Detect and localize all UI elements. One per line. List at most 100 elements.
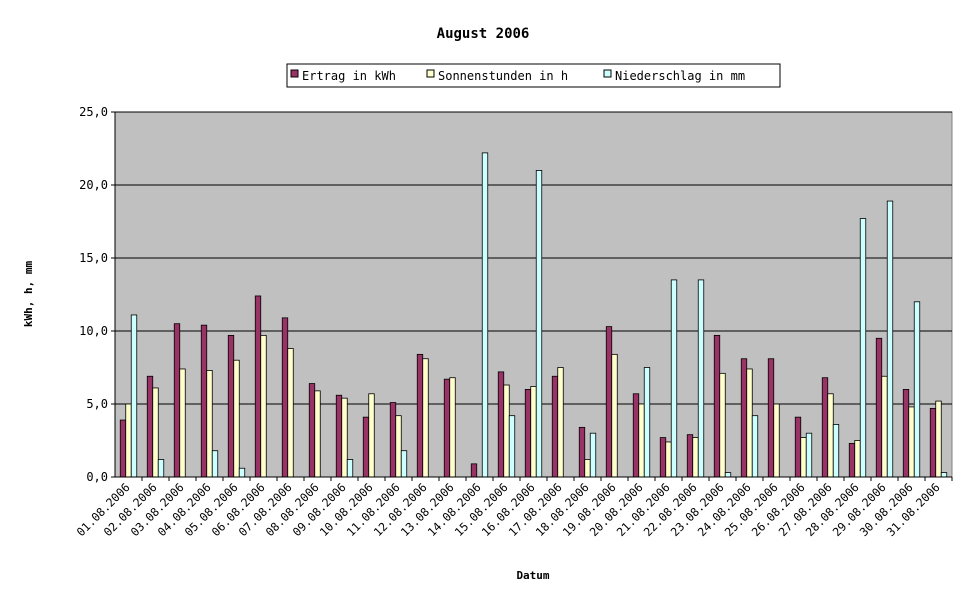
bar-ertrag (524, 388, 532, 478)
bar-sonnenstunden (530, 386, 537, 478)
bar-ertrag (146, 375, 154, 478)
bar-sonnenstunden (611, 353, 618, 478)
bar-ertrag (497, 371, 505, 478)
bar-ertrag (848, 443, 856, 478)
bar-ertrag (821, 377, 829, 478)
y-tick-label: 0,0 (86, 470, 108, 484)
bar-niederschlag (400, 450, 408, 478)
bar-sonnenstunden (503, 384, 510, 478)
legend-swatch-0 (290, 69, 299, 78)
legend-label-2: Niederschlag in mm (615, 69, 745, 83)
bar-niederschlag (535, 169, 543, 478)
bar-sonnenstunden (341, 397, 348, 478)
bar-ertrag (767, 358, 775, 478)
bar-niederschlag (508, 415, 516, 478)
bar-niederschlag (643, 367, 651, 478)
bar-ertrag (362, 416, 370, 478)
bar-niederschlag (886, 200, 894, 478)
bar-sonnenstunden (881, 375, 888, 478)
bar-ertrag (740, 358, 748, 478)
bar-ertrag (254, 295, 262, 478)
bar-sonnenstunden (827, 393, 834, 478)
bar-sonnenstunden (638, 403, 645, 478)
bar-sonnenstunden (746, 368, 753, 478)
bar-sonnenstunden (935, 400, 942, 478)
legend-box (286, 63, 781, 88)
bar-ertrag (470, 463, 478, 478)
bar-niederschlag (913, 301, 921, 478)
bar-ertrag (281, 317, 289, 478)
bar-sonnenstunden (179, 368, 186, 478)
bar-ertrag (416, 353, 424, 478)
bar-niederschlag (940, 472, 948, 478)
bars (119, 152, 948, 478)
bar-ertrag (632, 393, 640, 478)
bar-ertrag (389, 402, 397, 478)
bar-niederschlag (238, 467, 246, 478)
bar-ertrag (875, 337, 883, 478)
bar-ertrag (308, 383, 316, 478)
y-tick-label: 15,0 (79, 251, 108, 265)
legend-swatch-2 (603, 69, 612, 78)
bar-niederschlag (211, 450, 219, 478)
bar-ertrag (902, 388, 910, 478)
bar-sonnenstunden (692, 437, 699, 478)
bar-ertrag (713, 334, 721, 478)
bar-sonnenstunden (719, 372, 726, 478)
bar-ertrag (173, 323, 181, 478)
bar-sonnenstunden (287, 348, 294, 478)
bar-sonnenstunden (233, 359, 240, 478)
bar-sonnenstunden (854, 440, 861, 478)
y-tick-label: 5,0 (86, 397, 108, 411)
x-axis-title: Datum (516, 569, 549, 582)
bar-niederschlag (157, 459, 165, 478)
bar-ertrag (578, 426, 586, 478)
bar-sonnenstunden (395, 415, 402, 478)
y-tick-labels: 0,0 5,0 10,0 15,0 20,0 25,0 (79, 105, 115, 484)
chart-title: August 2006 (437, 26, 530, 42)
bar-sonnenstunden (206, 370, 213, 478)
bar-ertrag (794, 416, 802, 478)
bar-ertrag (443, 378, 451, 478)
bar-niederschlag (832, 424, 840, 478)
bar-ertrag (605, 326, 613, 478)
bar-sonnenstunden (368, 393, 375, 478)
bar-niederschlag (130, 314, 138, 478)
bar-niederschlag (859, 218, 867, 478)
bar-ertrag (551, 375, 559, 478)
bar-niederschlag (697, 279, 705, 478)
bar-sonnenstunden (449, 377, 456, 478)
y-axis-title: kWh, h, mm (22, 261, 35, 328)
bar-ertrag (686, 434, 694, 478)
bar-ertrag (119, 419, 127, 478)
bar-sonnenstunden (152, 387, 159, 478)
y-tick-label: 10,0 (79, 324, 108, 338)
legend-label-1: Sonnenstunden in h (438, 69, 568, 83)
bar-sonnenstunden (422, 358, 429, 478)
bar-ertrag (659, 437, 667, 478)
bar-sonnenstunden (260, 334, 267, 478)
bar-sonnenstunden (557, 367, 564, 478)
y-tick-label: 25,0 (79, 105, 108, 119)
bar-niederschlag (724, 472, 732, 478)
bar-sonnenstunden (800, 437, 807, 478)
bar-sonnenstunden (314, 390, 321, 478)
bar-ertrag (227, 334, 235, 478)
bar-sonnenstunden (908, 406, 915, 478)
bar-niederschlag (589, 432, 597, 478)
bar-niederschlag (481, 152, 489, 478)
legend-swatch-1 (426, 69, 435, 78)
bar-ertrag (200, 324, 208, 478)
bar-sonnenstunden (773, 403, 780, 478)
legend-label-0: Ertrag in kWh (302, 69, 396, 83)
bar-niederschlag (346, 459, 354, 478)
bar-niederschlag (751, 415, 759, 478)
legend: Ertrag in kWh Sonnenstunden in h Nieders… (286, 63, 781, 88)
bar-sonnenstunden (665, 441, 672, 478)
bar-niederschlag (670, 279, 678, 478)
bar-sonnenstunden (125, 403, 132, 478)
x-tick-labels: 01.08.200602.08.200603.08.200604.08.2006… (74, 477, 953, 539)
bar-niederschlag (805, 432, 813, 478)
bar-sonnenstunden (584, 459, 591, 478)
